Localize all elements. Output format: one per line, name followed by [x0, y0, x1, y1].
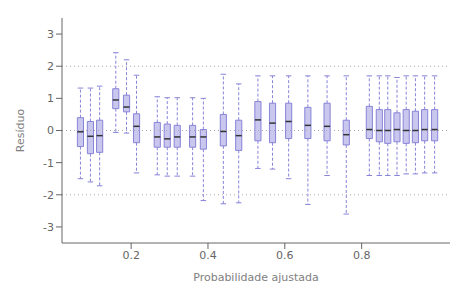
- svg-text:0.2: 0.2: [122, 249, 140, 262]
- svg-text:0: 0: [47, 124, 54, 137]
- svg-text:2: 2: [47, 60, 54, 73]
- svg-text:-3: -3: [43, 221, 54, 234]
- svg-text:0.6: 0.6: [276, 249, 294, 262]
- svg-text:0.4: 0.4: [199, 249, 217, 262]
- svg-text:-2: -2: [43, 189, 54, 202]
- svg-text:1: 1: [47, 92, 54, 105]
- svg-text:0.8: 0.8: [353, 249, 371, 262]
- svg-text:Probabilidade ajustada: Probabilidade ajustada: [193, 271, 319, 284]
- svg-text:-1: -1: [43, 157, 54, 170]
- svg-text:3: 3: [47, 28, 54, 41]
- svg-text:Resíduo: Resíduo: [14, 109, 27, 153]
